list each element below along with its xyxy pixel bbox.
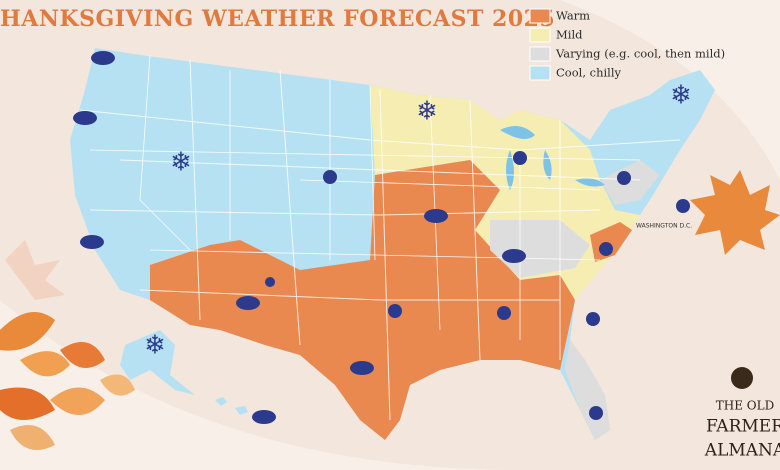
legend-label: Cool, chilly <box>556 66 622 80</box>
bg-swirl <box>0 300 520 470</box>
legend-swatch <box>529 65 551 81</box>
region-varying <box>600 160 660 205</box>
great-lakes <box>500 126 605 190</box>
legend-label: Mild <box>556 28 583 42</box>
cloud-icon <box>73 51 526 424</box>
region-alaska <box>120 330 195 395</box>
region-warm <box>150 160 575 440</box>
legend-label: Warm <box>556 9 590 23</box>
title: HANKSGIVING WEATHER FORECAST 2025 <box>0 6 555 32</box>
legend-swatch <box>529 46 551 62</box>
logo-text: THE OLD <box>716 399 774 413</box>
svg-text:❄: ❄ <box>144 331 166 361</box>
legend-label: Varying (e.g. cool, then mild) <box>555 47 725 61</box>
svg-text:❄: ❄ <box>170 148 192 178</box>
region-varying <box>490 220 590 278</box>
maple-leaf <box>690 170 780 255</box>
logo-sun <box>731 367 753 389</box>
us-map <box>70 48 715 440</box>
legend: Warm Mild Varying (e.g. cool, then mild) Co… <box>529 8 725 81</box>
legend-swatch <box>529 27 551 43</box>
weather-icons: ❄ ❄ ❄ ❄ <box>73 51 692 424</box>
logo-text: ALMANA <box>704 441 780 461</box>
svg-text:❄: ❄ <box>670 81 692 111</box>
leaves <box>0 240 135 450</box>
sun-icon <box>265 151 690 420</box>
city-label: WASHINGTON D.C. <box>636 223 692 230</box>
region-hawaii <box>215 397 248 415</box>
bg-swirl <box>560 0 780 180</box>
logo: THE OLD FARMER ALMANA <box>704 367 780 461</box>
logo-text: FARMER <box>706 417 780 437</box>
snow-icon: ❄ ❄ ❄ ❄ <box>144 81 692 361</box>
legend-swatch <box>529 8 551 24</box>
svg-text:❄: ❄ <box>416 97 438 127</box>
